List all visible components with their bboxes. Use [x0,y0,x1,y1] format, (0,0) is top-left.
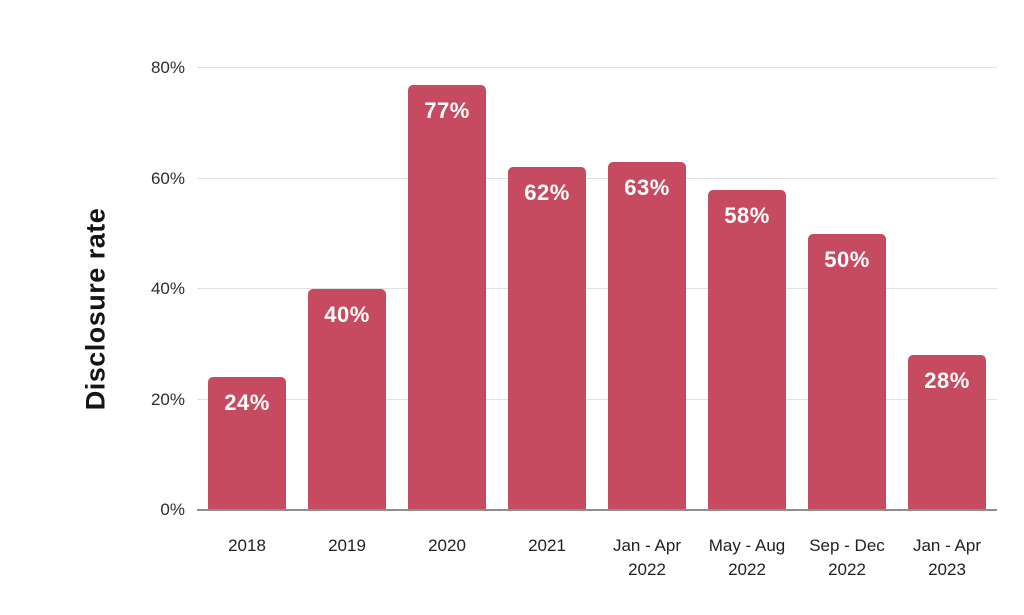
bar-value-label: 50% [824,246,870,272]
x-tick-label: Jan - Apr 2023 [912,536,982,579]
bar-2019: 40% [308,289,386,510]
x-tick-label: 2018 [228,536,266,555]
bar-2021: 62% [508,167,586,510]
x-tick-label: Jan - Apr 2022 [612,536,682,579]
x-tick-label: 2021 [528,536,566,555]
bar-2020: 77% [408,84,486,510]
bar-Sep---Dec-2022: 50% [808,233,886,510]
bar-value-label: 28% [924,368,970,394]
x-tick-label: May - Aug 2022 [708,536,786,579]
bar-value-label: 58% [724,202,770,228]
bar-May---Aug-2022: 58% [708,189,786,510]
bar-value-label: 62% [524,180,570,206]
x-tick-label: Sep - Dec 2022 [809,536,885,579]
bar-cell: 28% [897,68,997,510]
x-axis-labels: 2018 2019 2020 2021 Jan - Apr 2022 May - Aug … [197,534,997,582]
bars-container: 24% 40% 77% 62% 63% 58% 50% 28% [197,68,997,510]
y-tick-label: 40% [150,279,185,298]
bar-cell: 24% [197,68,297,510]
gridline-60% [197,177,997,179]
y-axis-tick-labels: 0% 20% 40% 60% 80% [0,58,185,519]
plot-area: 24% 40% 77% 62% 63% 58% 50% 28% [197,67,997,511]
bar-value-label: 77% [424,97,470,123]
bar-cell: 58% [697,68,797,510]
y-tick-label: 80% [150,58,185,77]
x-tick-label: 2019 [328,536,366,555]
bar-value-label: 40% [324,302,370,327]
bar-cell: 77% [397,68,497,510]
y-tick-label: 0% [160,500,185,519]
bar-value-label: 63% [624,174,670,200]
bar-Jan---Apr-2022: 63% [608,161,686,510]
gridline-20% [197,398,997,400]
bar-cell: 62% [497,68,597,510]
bar-cell: 63% [597,68,697,510]
bar-cell: 40% [297,68,397,510]
bar-Jan---Apr-2023: 28% [908,355,986,510]
y-tick-label: 20% [150,389,185,409]
gridline-40% [197,288,997,289]
bar-cell: 50% [797,68,897,510]
bar-2018: 24% [208,377,286,510]
gridline-80% [197,67,997,68]
x-tick-label: 2020 [428,536,466,555]
y-tick-label: 60% [150,168,185,188]
x-axis-line [197,509,997,511]
bar-value-label: 24% [224,390,270,416]
